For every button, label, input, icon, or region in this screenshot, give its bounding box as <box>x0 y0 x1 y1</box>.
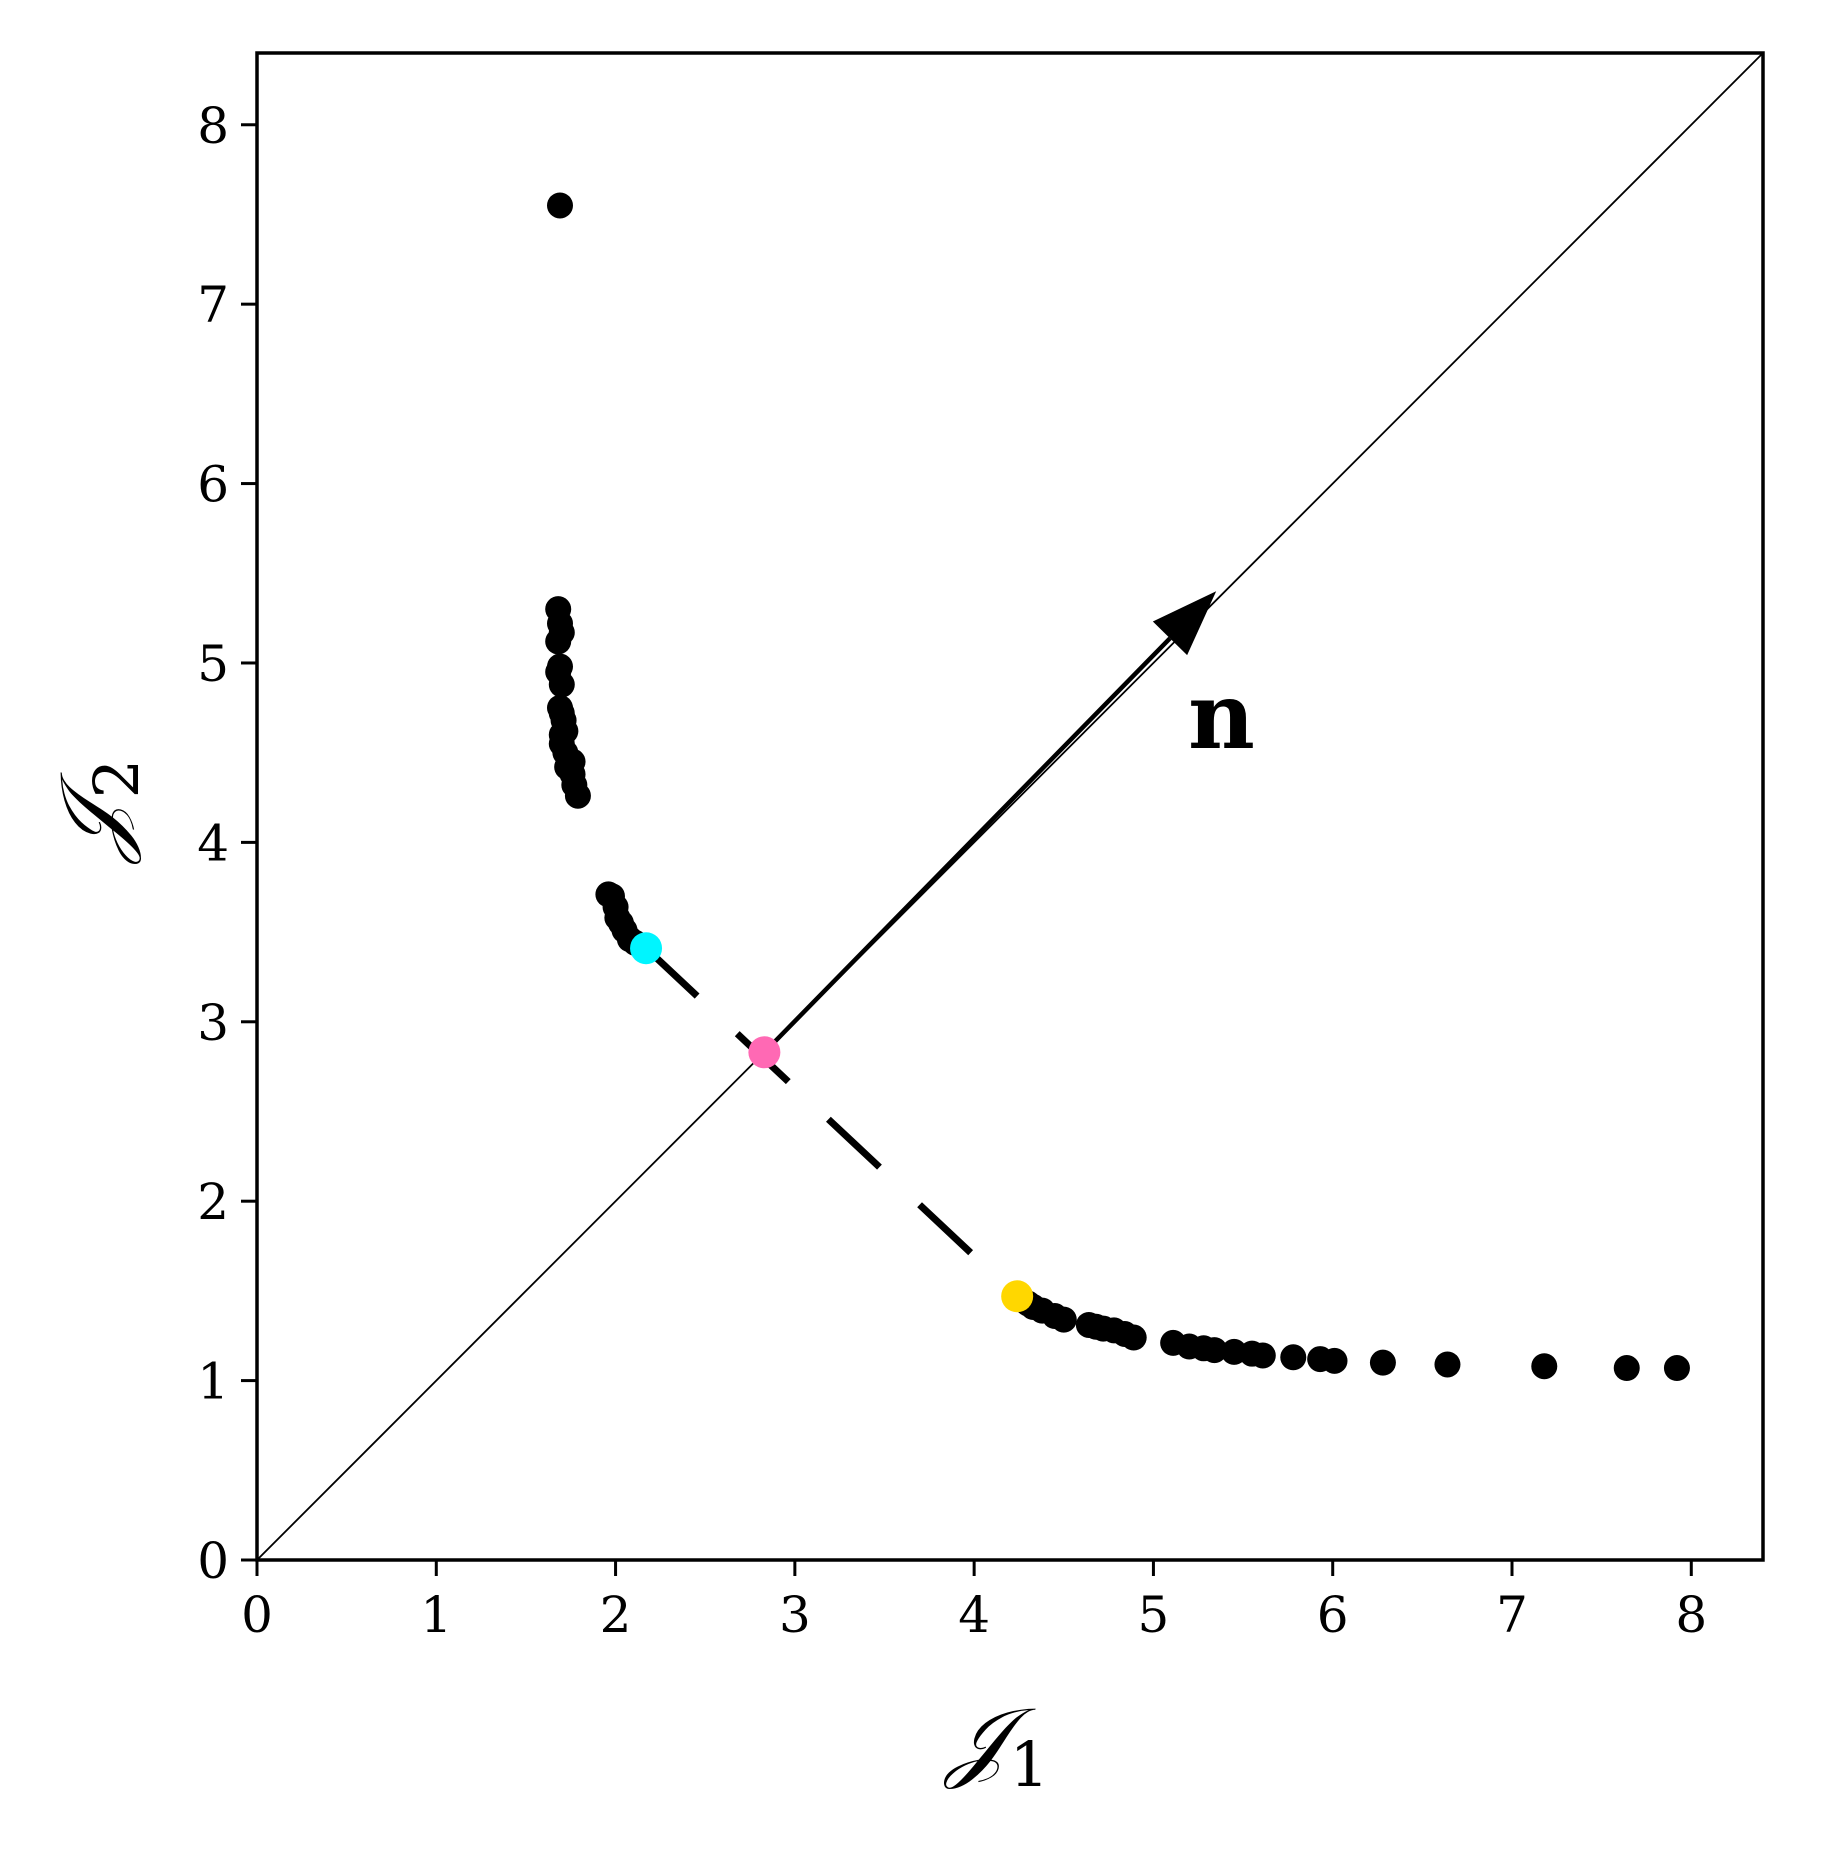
y-tick-label: 6 <box>197 456 229 514</box>
data-point <box>1531 1353 1558 1380</box>
reference-lines-layer <box>256 52 1764 1561</box>
data-point <box>1280 1344 1307 1371</box>
arrow-head <box>1152 591 1217 656</box>
x-tick-label: 6 <box>1317 1586 1349 1644</box>
x-tick-label: 3 <box>779 1586 811 1644</box>
plot-frame <box>255 51 1765 1562</box>
data-point <box>1613 1355 1640 1382</box>
data-point <box>1120 1324 1147 1351</box>
x-tick-label: 0 <box>241 1586 273 1644</box>
data-point <box>564 782 591 809</box>
y-tick-label: 2 <box>197 1173 229 1231</box>
data-point <box>1321 1347 1348 1374</box>
arrow-shaft <box>762 636 1172 1054</box>
diagonal-line <box>256 52 1764 1561</box>
x-tick-label: 1 <box>420 1586 452 1644</box>
y-tick-label: 0 <box>197 1532 229 1590</box>
data-point <box>546 192 573 219</box>
x-tick-label: 7 <box>1496 1586 1528 1644</box>
x-axis-ticks: 0 1 2 3 4 5 6 7 8 <box>241 1560 1707 1644</box>
y-tick-label: 7 <box>197 276 229 334</box>
data-point <box>1050 1306 1077 1333</box>
y-tick-label: 1 <box>197 1353 229 1411</box>
arrow-annotation-label: n <box>1188 662 1255 770</box>
x-tick-label: 5 <box>1138 1586 1170 1644</box>
data-points-layer <box>545 192 1690 1382</box>
data-point <box>545 628 572 655</box>
y-axis-label-subscript: 2 <box>80 759 153 798</box>
y-tick-label: 4 <box>197 814 229 872</box>
data-point <box>548 671 575 698</box>
x-tick-label: 4 <box>958 1586 990 1644</box>
highlight-point-cyan <box>630 932 663 965</box>
highlight-point-yellow <box>1001 1280 1034 1313</box>
x-tick-label: 2 <box>600 1586 632 1644</box>
y-tick-label: 8 <box>197 97 229 155</box>
data-point <box>1369 1349 1396 1376</box>
y-tick-label: 3 <box>197 994 229 1052</box>
x-axis-label-subscript: 1 <box>1010 1728 1049 1801</box>
y-tick-label: 5 <box>197 635 229 693</box>
highlight-points-layer <box>630 932 1034 1313</box>
data-point <box>1434 1351 1461 1378</box>
dashed-segment <box>643 945 1020 1299</box>
y-axis-ticks: 0 1 2 3 4 5 6 7 8 <box>197 97 257 1590</box>
x-tick-label: 8 <box>1675 1586 1707 1644</box>
highlight-point-pink <box>748 1036 781 1069</box>
data-point <box>1201 1337 1228 1364</box>
data-point <box>1663 1355 1690 1382</box>
data-point <box>1249 1342 1276 1369</box>
